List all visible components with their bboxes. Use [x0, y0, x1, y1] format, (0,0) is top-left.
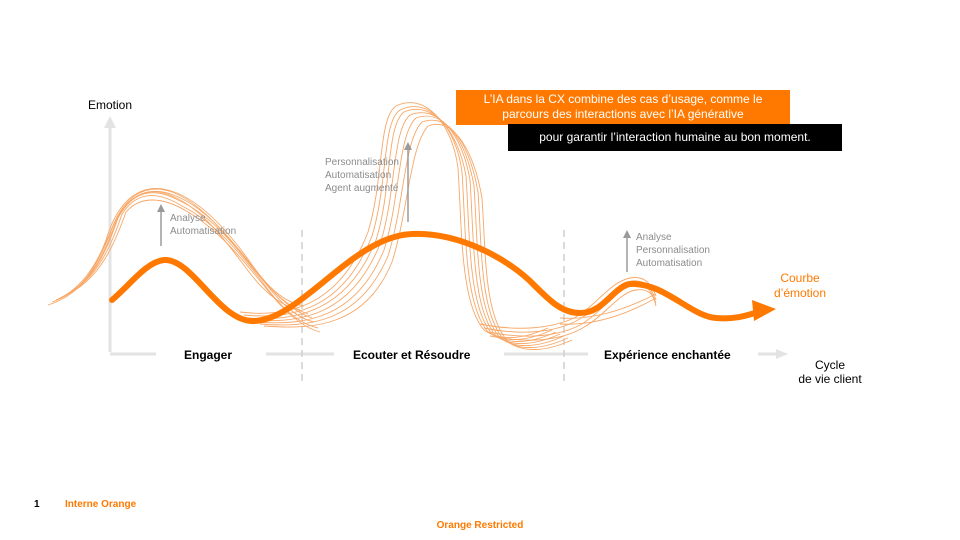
callout-black: pour garantir l’interaction humaine au b…	[508, 124, 842, 151]
variation-curve	[51, 191, 301, 311]
annotation-line: Analyse	[170, 213, 206, 224]
annotation-line: Personnalisation	[636, 245, 710, 256]
annotation-engager: Analyse Automatisation	[170, 212, 236, 238]
annotation-line: Automatisation	[325, 170, 392, 181]
curve-label-line: d’émotion	[773, 286, 827, 300]
variation-curve	[263, 123, 573, 351]
variation-curve	[47, 188, 305, 307]
curve-label-line: Courbe	[780, 271, 820, 285]
emotion-curve-line	[109, 230, 769, 325]
variation-curve	[559, 293, 657, 319]
variation-curve	[559, 297, 657, 325]
variation-curve	[59, 190, 313, 319]
callout-orange: L’IA dans la CX combine des cas d’usage,…	[456, 90, 790, 125]
annotation-experience: Analyse Personnalisation Automatisation	[636, 231, 710, 270]
x-axis-label: Cycle de vie client	[790, 358, 870, 386]
variation-curve	[489, 289, 657, 341]
annotation-arrows	[157, 142, 631, 272]
callout-orange-line: parcours des interactions avec l’IA géné…	[502, 107, 744, 121]
classification-label: Orange Restricted	[436, 520, 524, 531]
variation-curve	[251, 112, 561, 345]
main-emotion-curve	[109, 230, 776, 325]
variation-curve	[243, 106, 553, 341]
x-axis-arrowhead	[776, 349, 788, 359]
annotation-ecouter: Personnalisation Automatisation Agent au…	[325, 156, 399, 195]
phase-label-experience: Expérience enchantée	[604, 348, 731, 362]
footer-tag: Interne Orange	[65, 499, 137, 510]
curve-label: Courbe d’émotion	[760, 271, 840, 301]
y-axis-label: Emotion	[88, 98, 133, 112]
annotation-line: Agent augmenté	[325, 183, 399, 194]
variation-curve	[239, 102, 549, 339]
variation-curve	[71, 199, 321, 333]
phase-label-ecouter: Ecouter et Résoudre	[353, 348, 471, 362]
callout-orange-line: L’IA dans la CX combine des cas d’usage,…	[483, 92, 763, 106]
annotation-line: Automatisation	[636, 258, 703, 269]
emotion-curve-arrowhead	[752, 300, 776, 321]
variation-curve	[479, 277, 657, 329]
phase-label-engager: Engager	[184, 348, 233, 362]
variation-curve	[259, 119, 569, 349]
annotation-line: Automatisation	[170, 226, 237, 237]
x-axis-label-line: Cycle	[814, 358, 845, 372]
annotation-line: Personnalisation	[325, 157, 399, 168]
x-axis-label-line: de vie client	[798, 372, 862, 386]
variation-curve	[63, 192, 315, 323]
annotation-line: Analyse	[636, 232, 672, 243]
variation-curve	[67, 195, 319, 329]
variation-curve	[247, 109, 557, 343]
page-number: 1	[34, 499, 40, 510]
y-axis-arrowhead	[104, 116, 116, 128]
